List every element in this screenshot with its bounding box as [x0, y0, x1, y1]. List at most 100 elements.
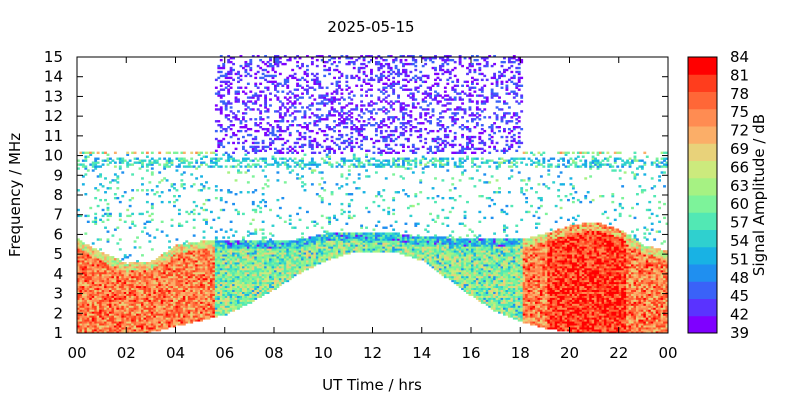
heatmap-cell: [187, 252, 191, 255]
heatmap-cell: [200, 303, 203, 306]
heatmap-cell: [347, 240, 351, 243]
heatmap-cell: [205, 222, 208, 225]
heatmap-cell: [281, 267, 285, 271]
heatmap-cell: [150, 303, 154, 306]
heatmap-cell: [143, 265, 147, 269]
heatmap-cell: [254, 100, 258, 103]
heatmap-cell: [254, 208, 258, 212]
heatmap-cell: [173, 317, 176, 320]
heatmap-cell: [254, 149, 258, 153]
heatmap-cell: [239, 242, 243, 245]
heatmap-cell: [106, 275, 110, 279]
heatmap-cell: [256, 149, 260, 153]
heatmap-cell: [113, 295, 117, 298]
heatmap-cell: [177, 299, 181, 302]
heatmap-cell: [303, 256, 307, 259]
heatmap-cell: [133, 325, 137, 328]
heatmap-cell: [254, 256, 258, 259]
heatmap-cell: [175, 291, 179, 294]
heatmap-cell: [84, 254, 88, 257]
heatmap-cell: [234, 256, 238, 259]
heatmap-cell: [249, 254, 253, 257]
heatmap-cell: [254, 210, 258, 214]
heatmap-cell: [197, 189, 201, 192]
heatmap-cell: [318, 248, 322, 251]
heatmap-cell: [128, 262, 132, 265]
heatmap-cell: [187, 307, 191, 310]
heatmap-cell: [185, 313, 189, 316]
heatmap-cell: [288, 114, 292, 117]
heatmap-cell: [89, 254, 93, 257]
heatmap-cell: [264, 252, 268, 255]
heatmap-cell: [197, 250, 201, 253]
heatmap-cell: [160, 305, 164, 308]
heatmap-cell: [328, 163, 332, 166]
heatmap-cell: [190, 242, 194, 245]
heatmap-cell: [256, 295, 260, 298]
heatmap-cell: [116, 258, 120, 261]
heatmap-cell: [106, 258, 110, 261]
heatmap-cell: [205, 287, 208, 291]
heatmap-cell: [264, 260, 268, 263]
heatmap-cell: [182, 159, 186, 162]
heatmap-cell: [89, 256, 93, 259]
heatmap-cell: [138, 275, 142, 279]
heatmap-cell: [256, 248, 260, 251]
heatmap-cell: [173, 256, 176, 259]
heatmap-cell: [109, 317, 112, 320]
heatmap-cell: [347, 165, 351, 168]
heatmap-cell: [325, 114, 329, 117]
heatmap-cell: [249, 96, 253, 99]
heatmap-cell: [296, 238, 300, 241]
heatmap-cell: [126, 291, 130, 294]
heatmap-cell: [123, 329, 127, 332]
heatmap-cell: [123, 299, 127, 302]
heatmap-cell: [138, 325, 142, 328]
heatmap-cell: [224, 104, 228, 107]
heatmap-cell: [214, 161, 218, 164]
heatmap-cell: [251, 248, 255, 251]
heatmap-cell: [113, 285, 117, 289]
heatmap-cell: [153, 285, 157, 289]
heatmap-cell: [219, 126, 223, 129]
heatmap-cell: [180, 183, 184, 186]
heatmap-cell: [335, 80, 339, 84]
heatmap-cell: [229, 66, 233, 70]
heatmap-cell: [219, 96, 223, 99]
heatmap-cell: [293, 267, 297, 271]
heatmap-cell: [116, 325, 120, 328]
heatmap-cell: [113, 317, 117, 320]
heatmap-cell: [310, 250, 314, 253]
heatmap-cell: [232, 256, 235, 259]
heatmap-cell: [217, 313, 221, 316]
heatmap-cell: [185, 265, 189, 269]
heatmap-cell: [136, 309, 139, 312]
heatmap-cell: [214, 104, 218, 107]
heatmap-cell: [150, 279, 154, 283]
heatmap-cell: [315, 58, 319, 62]
heatmap-cell: [333, 60, 336, 64]
heatmap-cell: [185, 252, 189, 255]
heatmap-cell: [118, 301, 122, 304]
heatmap-cell: [205, 248, 208, 251]
heatmap-cell: [136, 297, 139, 300]
heatmap-cell: [222, 260, 226, 263]
heatmap-cell: [318, 195, 322, 198]
heatmap-cell: [187, 212, 191, 216]
heatmap-cell: [251, 108, 255, 111]
heatmap-cell: [281, 120, 285, 123]
heatmap-cell: [347, 86, 351, 89]
heatmap-cell: [325, 133, 329, 137]
heatmap-cell: [234, 258, 238, 261]
heatmap-cell: [177, 313, 181, 316]
heatmap-cell: [163, 275, 167, 279]
heatmap-cell: [94, 329, 98, 332]
heatmap-cell: [214, 137, 218, 141]
heatmap-cell: [271, 254, 275, 257]
heatmap-cell: [81, 246, 85, 249]
heatmap-cell: [244, 129, 248, 133]
heatmap-cell: [109, 329, 112, 332]
heatmap-cell: [101, 256, 105, 259]
heatmap-cell: [91, 305, 95, 308]
heatmap-cell: [116, 177, 120, 180]
